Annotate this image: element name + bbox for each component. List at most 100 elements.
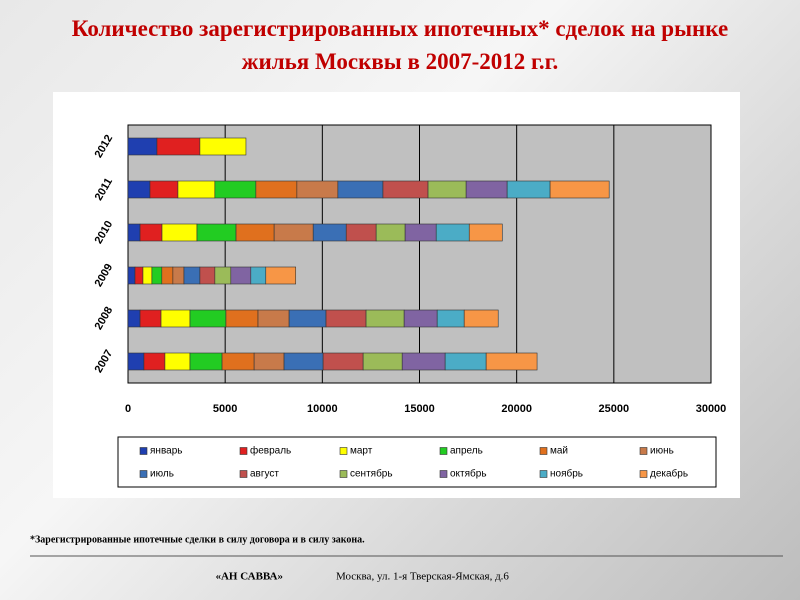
bar-segment — [143, 352, 166, 371]
bar-segment — [199, 266, 216, 285]
bar-segment — [151, 266, 163, 285]
bar-segment — [127, 266, 136, 285]
legend-swatch — [439, 447, 448, 455]
bar-segment — [436, 309, 465, 328]
bar-segment — [296, 180, 339, 199]
bar-segment — [142, 266, 153, 285]
bar-segment — [375, 223, 406, 242]
bar-segment — [253, 352, 285, 371]
bar-segment — [288, 309, 327, 328]
bar-segment — [189, 309, 227, 328]
bar-segment — [506, 180, 551, 199]
bar-segment — [322, 352, 364, 371]
legend-label: февраль — [250, 445, 291, 457]
bar-segment — [139, 223, 163, 242]
bar-segment — [235, 223, 275, 242]
bar-segment — [325, 309, 367, 328]
bar-segment — [345, 223, 377, 242]
legend-label: июнь — [650, 446, 674, 457]
legend-label: март — [350, 446, 373, 457]
bar-segment — [127, 309, 141, 328]
bar-segment — [382, 180, 429, 199]
bar-segment — [164, 352, 191, 371]
legend-label: январь — [150, 446, 182, 457]
legend-label: май — [550, 446, 568, 457]
legend-swatch — [339, 447, 348, 455]
legend-label: декабрь — [650, 468, 688, 480]
bar-segment — [225, 309, 259, 328]
bar-segment — [221, 352, 255, 371]
bar-segment — [283, 352, 324, 371]
legend-swatch — [539, 470, 548, 478]
footnote: *Зарегистрированные ипотечные сделки в с… — [30, 534, 365, 545]
bar-segment — [257, 309, 290, 328]
bar-segment — [214, 180, 257, 199]
bar-segment — [127, 352, 145, 371]
bar-segment — [160, 309, 191, 328]
legend-label: август — [250, 469, 279, 480]
legend-swatch — [639, 447, 648, 455]
bar-segment — [362, 352, 403, 371]
bar-segment — [230, 266, 252, 285]
legend — [117, 436, 717, 488]
bar-segment — [435, 223, 470, 242]
legend-label: сентябрь — [350, 468, 393, 480]
bar-segment — [265, 266, 297, 285]
bar-segment — [365, 309, 405, 328]
bar-segment — [401, 352, 446, 371]
legend-swatch — [339, 470, 348, 478]
legend-swatch — [439, 470, 448, 478]
bar-segment — [134, 266, 144, 285]
bar-segment — [172, 266, 185, 285]
legend-swatch — [239, 470, 248, 478]
legend-swatch — [539, 447, 548, 455]
company: «АН САВВА» — [215, 571, 283, 583]
bar-segment — [161, 266, 174, 285]
legend-label: апрель — [450, 446, 483, 457]
legend-label: ноябрь — [550, 468, 583, 480]
bar-segment — [427, 180, 467, 199]
bar-segment — [127, 137, 158, 156]
bar-segment — [127, 180, 151, 199]
bar-segment — [255, 180, 298, 199]
bar-segment — [196, 223, 237, 242]
legend-swatch — [139, 447, 148, 455]
bar-segment — [149, 180, 179, 199]
bar-segment — [444, 352, 487, 371]
x-tick-label: 0 — [125, 403, 131, 415]
bar-segment — [468, 223, 503, 242]
x-tick-label: 10000 — [307, 403, 338, 415]
x-tick-label: 15000 — [404, 403, 435, 415]
bar-segment — [161, 223, 198, 242]
bar-segment — [199, 137, 247, 156]
legend-swatch — [639, 470, 648, 478]
x-tick-label: 5000 — [213, 403, 237, 415]
x-tick-label: 30000 — [696, 403, 727, 415]
legend-swatch — [239, 447, 248, 455]
legend-label: июль — [150, 469, 174, 480]
bar-segment — [139, 309, 162, 328]
bar-segment — [485, 352, 538, 371]
bar-segment — [156, 137, 201, 156]
bar-segment — [465, 180, 508, 199]
bar-segment — [183, 266, 201, 285]
legend-label: октябрь — [450, 468, 487, 480]
bar-segment — [177, 180, 216, 199]
bar-segment — [127, 223, 141, 242]
bar-segment — [214, 266, 232, 285]
bar-segment — [312, 223, 347, 242]
legend-swatch — [139, 470, 148, 478]
bar-segment — [273, 223, 314, 242]
bar-segment — [250, 266, 267, 285]
chart-title: Количество зарегистрированных ипотечных*… — [71, 16, 729, 74]
bar-segment — [189, 352, 223, 371]
x-tick-label: 25000 — [599, 403, 630, 415]
bar-segment — [403, 309, 438, 328]
bar-segment — [463, 309, 499, 328]
bar-segment — [404, 223, 437, 242]
bar-segment — [337, 180, 384, 199]
bar-segment — [549, 180, 610, 199]
address: Москва, ул. 1-я Тверская-Ямская, д.6 — [336, 571, 509, 583]
